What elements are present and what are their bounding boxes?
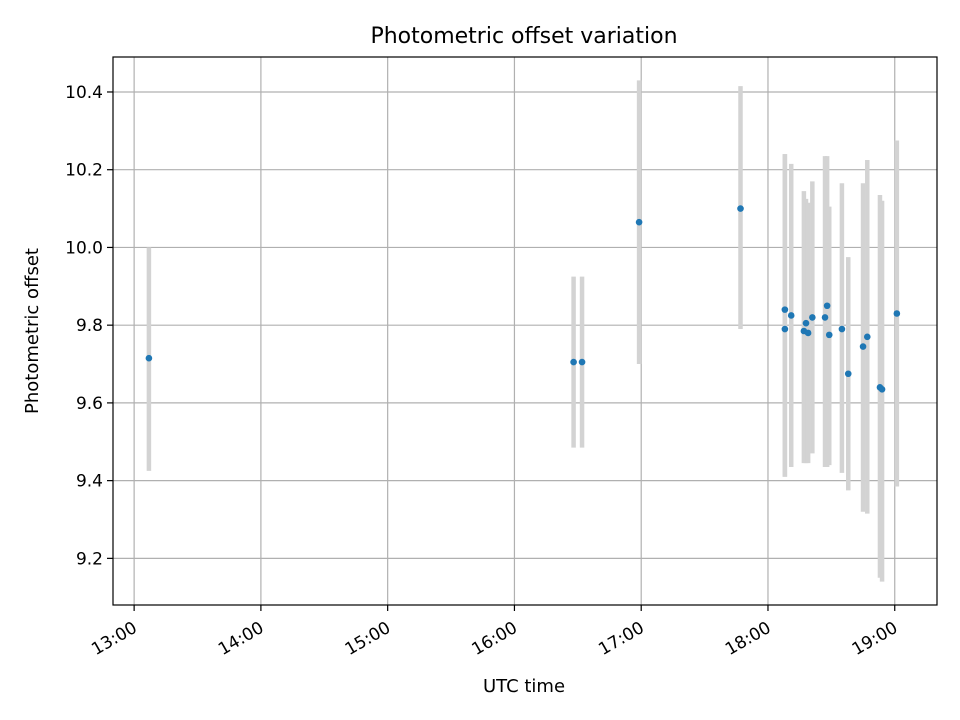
x-tick-label: 14:00 (215, 618, 267, 660)
data-point (809, 314, 816, 321)
chart-title: Photometric offset variation (370, 24, 677, 49)
y-axis-label: Photometric offset (22, 248, 43, 414)
data-point (802, 319, 810, 327)
y-tick-label: 9.6 (76, 394, 103, 414)
data-point (838, 325, 846, 333)
x-tick-label: 18:00 (722, 618, 774, 660)
data-point (578, 358, 586, 366)
y-tick-label: 10.4 (65, 83, 103, 103)
data-point (821, 314, 829, 321)
data-point (859, 343, 867, 350)
data-points (145, 205, 901, 393)
data-point (635, 218, 643, 226)
data-point (787, 312, 795, 319)
data-point (825, 331, 833, 339)
data-point (781, 306, 789, 313)
data-point (570, 358, 577, 366)
data-point (781, 325, 789, 333)
data-point (878, 385, 886, 393)
data-point (863, 333, 871, 341)
plot-frame (112, 56, 938, 606)
data-point (804, 329, 812, 337)
y-tick-label: 9.8 (76, 316, 103, 336)
x-tick-label: 13:00 (88, 618, 140, 660)
y-tick-label: 9.2 (76, 549, 103, 569)
data-point (823, 302, 831, 310)
y-tick-label: 10.0 (65, 238, 103, 258)
y-tick-label: 9.4 (76, 472, 103, 492)
y-tick-label: 10.2 (65, 161, 103, 181)
data-point (145, 354, 153, 362)
x-tick-label: 15:00 (342, 618, 394, 660)
x-tick-label: 17:00 (595, 618, 647, 660)
data-point (737, 205, 744, 212)
x-tick-label: 19:00 (849, 618, 901, 660)
data-point (844, 370, 852, 378)
x-axis-label: UTC time (483, 676, 565, 697)
data-point (893, 310, 901, 317)
x-tick-label: 16:00 (469, 618, 521, 660)
